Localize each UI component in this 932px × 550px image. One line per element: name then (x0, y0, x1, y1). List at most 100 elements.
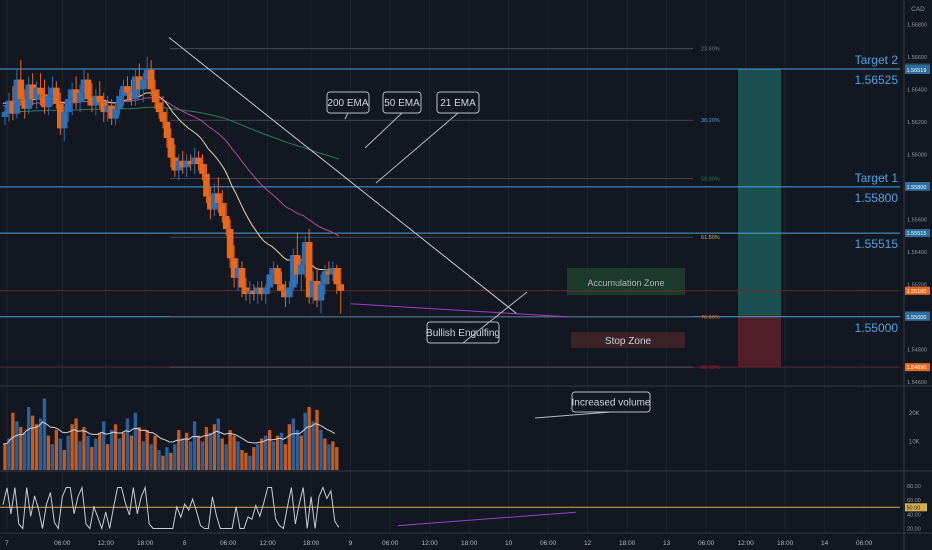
candle-body (234, 268, 242, 278)
level-name-label: Target 2 (855, 53, 899, 67)
volume-bar (141, 441, 145, 470)
volume-bar (291, 418, 295, 470)
candle-body (1, 112, 9, 117)
candle-body (305, 242, 313, 298)
volume-bar (145, 429, 149, 470)
volume-bar (295, 429, 299, 470)
candle-body (195, 157, 202, 165)
candle-body (199, 164, 206, 174)
price-marker-label: 1.56519 (907, 68, 927, 74)
candle-body (33, 87, 40, 100)
volume-bar (7, 438, 11, 470)
volume-bar (98, 432, 102, 470)
price-marker-label: 1.55000 (907, 315, 927, 321)
candle-body (53, 87, 60, 104)
candle-body (214, 193, 222, 204)
volume-bar (252, 447, 256, 470)
accumulation-zone-label: Accumulation Zone (587, 278, 664, 288)
candle-body (5, 100, 13, 113)
candle-body (25, 84, 33, 109)
candle-body (96, 95, 104, 103)
candle-body (64, 99, 72, 113)
candle-body (226, 229, 234, 259)
candle-body (155, 102, 163, 113)
time-tick-label: 8 (183, 540, 187, 547)
candle-body (218, 203, 226, 217)
volume-bar (173, 444, 177, 470)
engulfing-callout-label: Bullish Engulfing (426, 328, 500, 339)
volume-bar (27, 407, 31, 470)
volume-average-line (2, 421, 336, 445)
candle-body (147, 69, 155, 90)
volume-bar (196, 435, 201, 470)
volume-bar (149, 444, 153, 470)
volume-bar (331, 441, 335, 470)
price-tick-label: 1.56000 (907, 152, 927, 158)
annotations: 200 EMA 50 EMA 21 EMA Bullish Engulfing Incr… (326, 91, 651, 419)
candle-body (159, 112, 167, 122)
candle-body (286, 287, 293, 298)
volume-bar (74, 418, 78, 470)
volume-bar (271, 441, 276, 470)
candle-body (250, 290, 258, 295)
volume-bar (165, 447, 169, 470)
price-tick-label: 1.56400 (907, 87, 927, 93)
candle-body (60, 112, 68, 129)
time-tick-label: 06:00 (540, 540, 557, 547)
oscillator-line (2, 485, 340, 531)
volume-bar (200, 441, 205, 470)
ema-50-callout-pointer (364, 112, 403, 149)
ema-21-callout-pointer (375, 112, 459, 184)
candle-body (309, 281, 317, 298)
candle-body (207, 196, 214, 210)
price-tick-label: 1.56800 (907, 22, 927, 28)
time-tick-label: 13 (663, 540, 671, 547)
level-name-label: Target 1 (855, 171, 899, 185)
time-axis[interactable]: 7 06:00 12:00 18:00 8 06:00 12:00 18:00 9 06:00 12… (5, 540, 872, 547)
price-tick-label: 1.54600 (907, 380, 927, 386)
volume-bar (275, 435, 280, 470)
volume-bar (315, 409, 319, 470)
candle-body (329, 268, 337, 275)
oscillator-midline-value: 50.00 (907, 505, 921, 511)
volume-bar (208, 432, 213, 470)
candle-body (258, 287, 266, 295)
candle-body (163, 121, 171, 139)
target-zone (738, 69, 781, 316)
volume-bar (157, 449, 161, 470)
volume-bar (133, 412, 137, 470)
price-axis[interactable]: CAD 1.56800 1.56600 1.56400 1.56200 1.56000 1.… (905, 6, 930, 532)
volume-bar (264, 435, 268, 470)
fib-level-label: 23.60% (701, 47, 720, 53)
volume-bar (86, 435, 90, 470)
volume-bar (137, 427, 141, 470)
price-marker-label: 1.54690 (907, 365, 927, 371)
price-tick-label: 1.55400 (907, 250, 927, 256)
price-marker-label: 1.55800 (907, 185, 927, 191)
fib-level-label: 61.80% (701, 235, 720, 241)
oscillator-divergence-line (397, 511, 576, 527)
candle-body (45, 95, 52, 108)
volume-bar (192, 421, 197, 470)
volume-bar (204, 427, 209, 470)
ema-200-callout-label: 200 EMA (327, 98, 368, 109)
fib-level-label: 38.20% (701, 118, 720, 124)
candle-body (278, 284, 285, 291)
fib-level-label: 50.00% (701, 177, 720, 183)
volume-bar (54, 429, 58, 470)
candle-body (171, 157, 179, 171)
volume-bar (94, 438, 98, 470)
volume-bar (236, 441, 240, 470)
volume-bar (177, 429, 181, 470)
candle-body (17, 79, 25, 100)
time-tick-label: 18:00 (619, 540, 636, 547)
volume-bar (260, 438, 264, 470)
volume-bar (307, 407, 311, 470)
volume-bar (30, 415, 35, 470)
chart-grid (6, 0, 865, 532)
volume-bar (102, 421, 106, 470)
price-levels: 1.56525 Target 2 1.55800 Target 1 1.55515 1.5… (0, 53, 900, 368)
level-price-label: 1.55515 (855, 237, 899, 251)
price-tick-label: 1.55200 (907, 282, 927, 288)
candle-body (179, 160, 187, 168)
